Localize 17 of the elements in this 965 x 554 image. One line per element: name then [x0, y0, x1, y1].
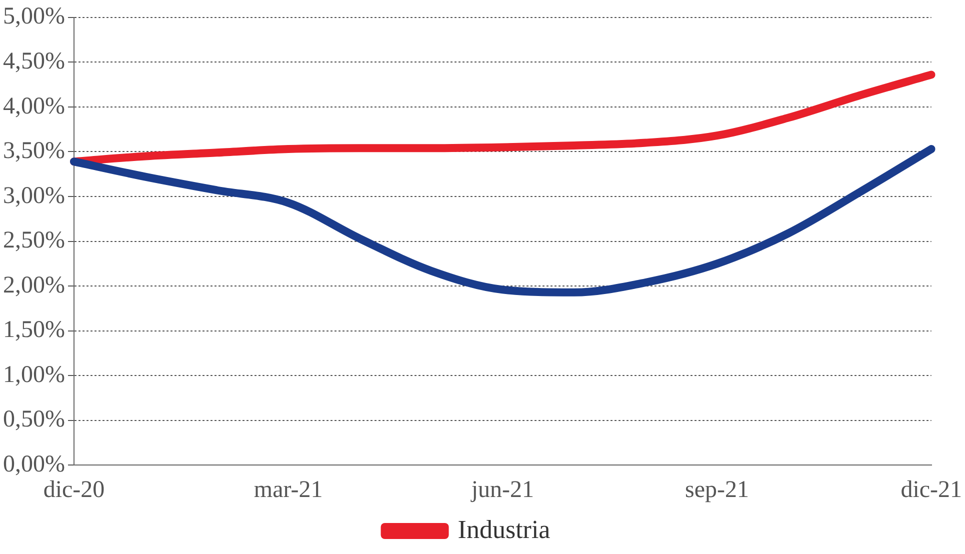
x-tick-label: jun-21 — [470, 476, 534, 503]
y-tick-label: 5,00% — [2, 4, 65, 30]
y-tick-label: 2,00% — [2, 272, 65, 298]
y-tick-label: 0,00% — [2, 451, 65, 478]
y-tick-label: 4,00% — [2, 93, 65, 120]
x-tick-label: dic-21 — [900, 476, 962, 503]
y-tick-label: 2,50% — [2, 228, 65, 254]
y-tick-label: 1,50% — [2, 317, 65, 344]
y-tick-label: 3,50% — [2, 138, 65, 164]
y-tick-label: 1,00% — [2, 362, 65, 388]
x-tick-label: dic-20 — [43, 476, 105, 503]
legend-label: Industria — [458, 514, 551, 544]
x-tick-label: mar-21 — [254, 476, 323, 503]
y-tick-label: 4,50% — [2, 48, 65, 74]
y-tick-label: 0,50% — [2, 406, 65, 433]
y-tick-label: 3,00% — [2, 182, 65, 209]
x-tick-label: sep-21 — [685, 476, 749, 503]
